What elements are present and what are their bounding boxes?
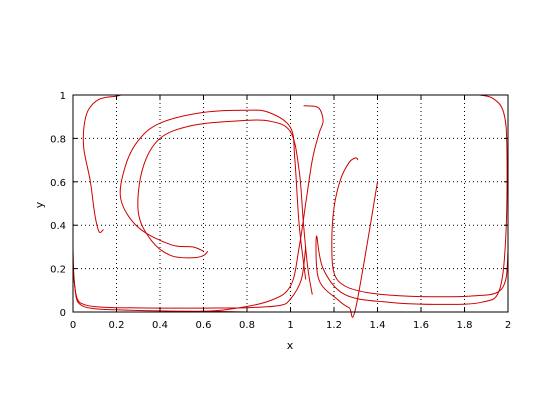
x-tick-label: 1.4 <box>370 320 386 331</box>
y-tick-label: 0.6 <box>50 178 66 189</box>
x-tick-label: 1 <box>287 320 293 331</box>
y-tick-label: 0.8 <box>50 134 66 145</box>
y-tick-label: 0.4 <box>50 221 66 232</box>
x-tick-label: 1.8 <box>457 320 473 331</box>
x-tick-label: 0.4 <box>152 320 168 331</box>
x-tick-label: 1.6 <box>413 320 429 331</box>
x-tick-label: 0 <box>70 320 76 331</box>
x-axis-label: x <box>287 339 294 352</box>
y-tick-label: 0.2 <box>50 265 66 276</box>
y-tick-label: 1 <box>60 91 66 102</box>
x-tick-label: 0.8 <box>239 320 255 331</box>
x-tick-label: 1.2 <box>326 320 342 331</box>
x-tick-label: 0.2 <box>109 320 125 331</box>
y-tick-label: 0 <box>60 308 66 319</box>
y-axis-label: y <box>33 201 46 208</box>
x-tick-label: 2 <box>505 320 511 331</box>
x-tick-label: 0.6 <box>196 320 212 331</box>
